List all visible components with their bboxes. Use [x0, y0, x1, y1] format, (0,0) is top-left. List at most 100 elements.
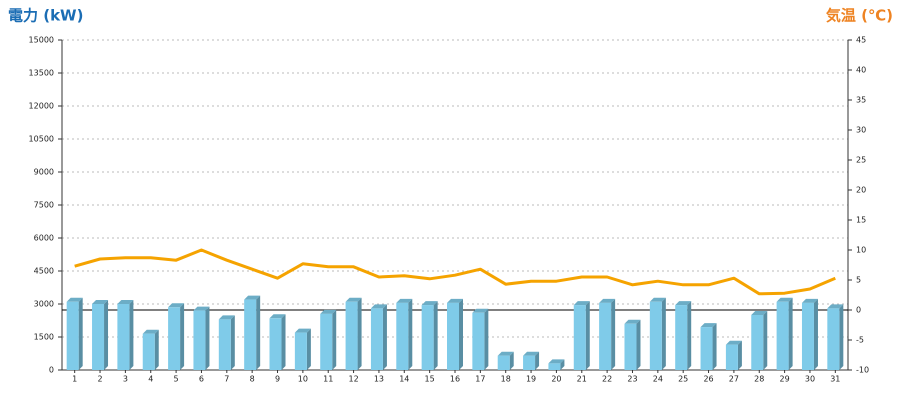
x-tick-label: 18 [501, 375, 511, 384]
bar-top [345, 297, 362, 302]
y2-tick-label: 30 [856, 126, 866, 135]
bar-top [320, 309, 337, 314]
bar-top [421, 301, 438, 306]
bar-side [763, 311, 768, 370]
bar-top [66, 297, 83, 302]
bar [497, 355, 510, 370]
bar-top [294, 328, 311, 333]
bar-side [484, 308, 489, 370]
bar [421, 305, 434, 370]
bar [472, 312, 485, 370]
bar-side [535, 351, 540, 370]
x-tick-label: 30 [805, 375, 815, 384]
bar-side [230, 315, 235, 370]
bar-side [180, 303, 185, 370]
x-tick-label: 31 [830, 375, 840, 384]
bar-side [129, 300, 134, 370]
bar-top [497, 351, 514, 356]
x-tick-label: 16 [450, 375, 460, 384]
y-tick-label: 3000 [34, 300, 54, 309]
x-tick-label: 25 [678, 375, 688, 384]
bar-top [396, 298, 413, 303]
x-tick-label: 28 [754, 375, 764, 384]
y-tick-label: 10500 [29, 135, 54, 144]
y2-tick-label: 10 [856, 246, 866, 255]
bar-top [776, 297, 793, 302]
y2-tick-label: -5 [856, 336, 864, 345]
bar-top [142, 329, 159, 334]
bar-side [813, 298, 818, 370]
bar [193, 310, 206, 370]
bar [92, 304, 105, 370]
bar [447, 302, 459, 370]
bar-top [117, 300, 134, 304]
bar [523, 355, 536, 370]
bar-top [168, 303, 185, 308]
y-tick-label: 4500 [34, 267, 54, 276]
bar [244, 299, 257, 370]
bar-top [675, 301, 692, 306]
x-tick-label: 1 [72, 375, 77, 384]
y-tick-label: 7500 [34, 201, 54, 210]
bar-side [408, 298, 413, 370]
bar-top [193, 306, 210, 311]
bar-top [649, 297, 666, 302]
bar-side [256, 295, 261, 370]
x-tick-label: 15 [425, 375, 435, 384]
bar-top [599, 298, 616, 303]
bar [776, 301, 789, 370]
bar-side [357, 297, 362, 370]
bar-side [509, 351, 514, 370]
bar [345, 301, 358, 370]
bar [548, 363, 561, 370]
bar-top [751, 311, 768, 315]
bar [370, 308, 383, 370]
y2-tick-label: 40 [856, 66, 866, 75]
bar [675, 305, 688, 370]
bar-top [472, 308, 489, 313]
y-tick-label: 13500 [29, 69, 54, 78]
bar-side [154, 329, 159, 370]
y2-tick-label: 35 [856, 96, 866, 105]
bar-side [205, 306, 210, 370]
x-tick-label: 27 [729, 375, 739, 384]
x-tick-label: 23 [627, 375, 637, 384]
bar [649, 301, 662, 370]
y2-tick-label: 25 [856, 156, 866, 165]
x-tick-label: 7 [224, 375, 229, 384]
bar-top [801, 298, 818, 303]
bar-side [382, 304, 387, 370]
bar-side [560, 359, 565, 370]
y-tick-label: 1500 [34, 333, 54, 342]
bar [320, 313, 333, 370]
x-tick-label: 9 [275, 375, 280, 384]
bar [700, 327, 713, 370]
bar-top [447, 298, 463, 303]
y2-tick-label: 0 [856, 306, 861, 315]
bar-top [700, 323, 717, 328]
x-tick-label: 20 [551, 375, 561, 384]
x-tick-label: 3 [123, 375, 128, 384]
bar-side [611, 298, 616, 370]
bar-side [687, 301, 692, 370]
bar-side [281, 314, 286, 370]
bar-top [827, 304, 844, 309]
y2-tick-label: 15 [856, 216, 866, 225]
x-tick-label: 24 [653, 375, 663, 384]
bar [827, 308, 840, 370]
bar [117, 304, 130, 370]
bar-top [523, 351, 540, 356]
x-tick-label: 26 [703, 375, 713, 384]
x-tick-label: 2 [97, 375, 102, 384]
x-tick-label: 4 [148, 375, 153, 384]
x-tick-label: 8 [250, 375, 255, 384]
bar-top [548, 359, 565, 364]
bar-side [332, 309, 337, 370]
bar [294, 332, 307, 370]
bar-side [104, 300, 109, 370]
bar-top [624, 319, 641, 324]
bar-top [573, 301, 590, 306]
bar-side [788, 297, 793, 370]
bar [66, 301, 79, 370]
x-tick-label: 6 [199, 375, 204, 384]
